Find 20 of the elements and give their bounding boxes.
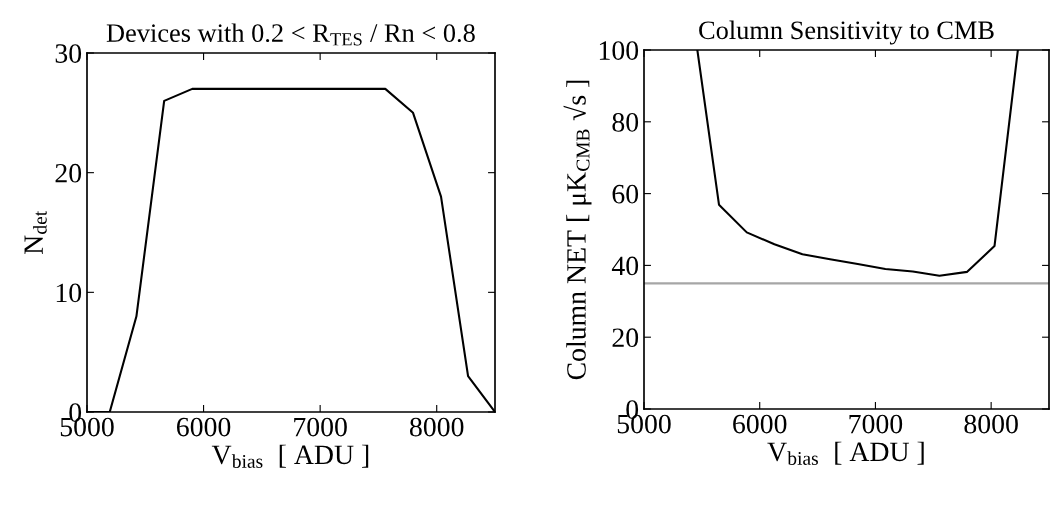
x-axis-title: V$_{bias}$ [ ADU ]: [211, 444, 369, 468]
y-tick-label: 60: [612, 184, 639, 204]
x-axis-title: V$_{bias}$ [ ADU ]: [767, 441, 924, 465]
y-tick-label: 40: [611, 256, 639, 276]
y-axis-title: N$_{det}$: [24, 210, 47, 255]
chart-title: Devices with 0.2 < R$_{TES}$ / Rn < 0.8: [106, 23, 475, 46]
y-tick-label: 20: [612, 328, 639, 348]
y-tick-label: 30: [55, 44, 82, 63]
y-tick-label: 100: [599, 41, 639, 60]
y-tick-label: 80: [612, 112, 639, 132]
chart-title: Column Sensitivity to CMB: [699, 20, 994, 45]
x-tick-label: 6000: [176, 417, 231, 437]
y-tick-label: 10: [56, 283, 82, 303]
x-tick-label: 6000: [733, 414, 787, 434]
x-tick-label: 8000: [410, 417, 464, 437]
x-tick-label: 8000: [964, 414, 1018, 434]
y-axis-title: Column NET [ μK$_{CMB}$ √s ]: [563, 80, 592, 380]
x-tick-label: 7000: [294, 417, 347, 437]
y-tick-label: 20: [55, 163, 82, 183]
x-tick-label: 7000: [849, 414, 903, 434]
